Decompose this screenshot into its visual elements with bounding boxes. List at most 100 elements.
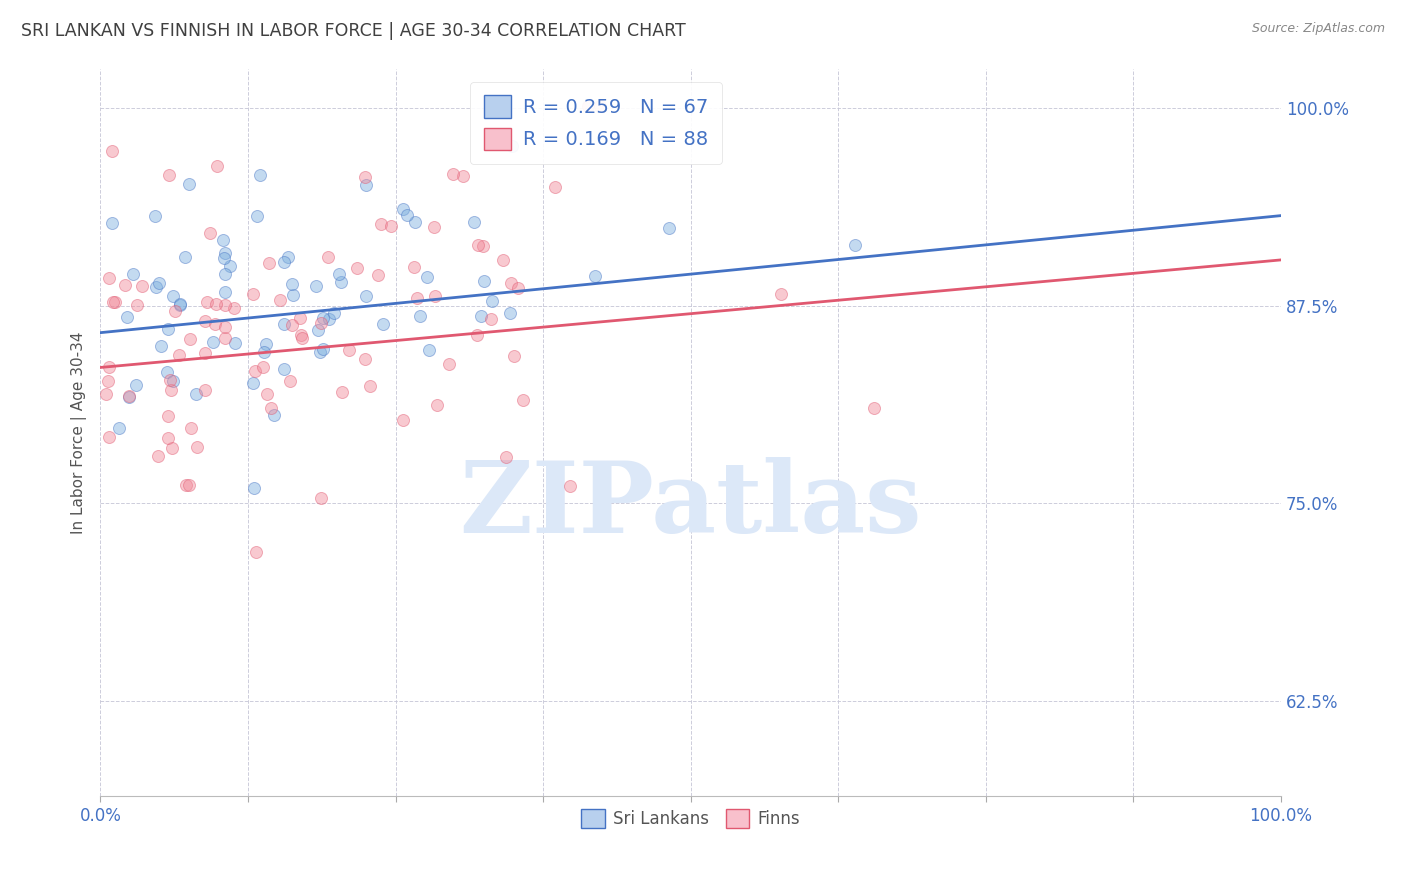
Point — [404, 215, 426, 229]
Point — [257, 256, 280, 270]
Point — [492, 252, 515, 267]
Point — [169, 297, 191, 311]
Point — [174, 478, 197, 492]
Point — [159, 383, 181, 397]
Point — [98, 271, 121, 285]
Point — [212, 251, 235, 265]
Point — [162, 289, 184, 303]
Point — [214, 267, 236, 281]
Point — [463, 215, 485, 229]
Point — [371, 317, 394, 331]
Point — [367, 268, 389, 282]
Point — [443, 167, 465, 181]
Point — [291, 331, 314, 345]
Point — [148, 277, 170, 291]
Point — [254, 337, 277, 351]
Point — [169, 298, 191, 312]
Point — [322, 306, 344, 320]
Point — [202, 334, 225, 349]
Point — [273, 318, 295, 332]
Point — [307, 323, 329, 337]
Text: ZIPatlas: ZIPatlas — [460, 457, 922, 554]
Point — [467, 238, 489, 252]
Point — [114, 277, 136, 292]
Point — [392, 413, 415, 427]
Point — [346, 261, 368, 276]
Point — [290, 328, 312, 343]
Point — [127, 298, 149, 312]
Point — [242, 481, 264, 495]
Point — [100, 216, 122, 230]
Point — [354, 178, 377, 192]
Point — [472, 238, 495, 252]
Point — [157, 409, 180, 423]
Point — [330, 384, 353, 399]
Point — [423, 289, 446, 303]
Point — [305, 279, 328, 293]
Point — [205, 297, 228, 311]
Point — [218, 259, 240, 273]
Point — [256, 387, 278, 401]
Point — [104, 294, 127, 309]
Point — [246, 209, 269, 223]
Point — [277, 251, 299, 265]
Point — [465, 327, 488, 342]
Point — [309, 316, 332, 330]
Point — [214, 331, 236, 345]
Point — [409, 309, 432, 323]
Point — [252, 359, 274, 374]
Point — [131, 278, 153, 293]
Point — [97, 374, 120, 388]
Point — [162, 374, 184, 388]
Text: Source: ZipAtlas.com: Source: ZipAtlas.com — [1251, 22, 1385, 36]
Point — [392, 202, 415, 217]
Point — [506, 280, 529, 294]
Point — [194, 345, 217, 359]
Point — [353, 352, 375, 367]
Point — [312, 310, 335, 325]
Text: SRI LANKAN VS FINNISH IN LABOR FORCE | AGE 30-34 CORRELATION CHART: SRI LANKAN VS FINNISH IN LABOR FORCE | A… — [21, 22, 686, 40]
Point — [380, 219, 402, 233]
Point — [118, 389, 141, 403]
Point — [583, 269, 606, 284]
Point — [224, 335, 246, 350]
Point — [309, 491, 332, 505]
Y-axis label: In Labor Force | Age 30-34: In Labor Force | Age 30-34 — [72, 331, 87, 533]
Point — [214, 246, 236, 260]
Point — [503, 349, 526, 363]
Point — [422, 220, 444, 235]
Point — [159, 373, 181, 387]
Point — [214, 285, 236, 299]
Point — [359, 379, 381, 393]
Point — [157, 431, 180, 445]
Point — [184, 387, 207, 401]
Point — [558, 479, 581, 493]
Point — [157, 169, 180, 183]
Point — [145, 280, 167, 294]
Point — [214, 297, 236, 311]
Point — [118, 390, 141, 404]
Point — [437, 357, 460, 371]
Point — [862, 401, 884, 416]
Point — [245, 545, 267, 559]
Point — [402, 260, 425, 274]
Point — [263, 408, 285, 422]
Point — [328, 267, 350, 281]
Point — [197, 295, 219, 310]
Point — [844, 238, 866, 252]
Point — [406, 291, 429, 305]
Point — [451, 169, 474, 183]
Point — [273, 255, 295, 269]
Point — [658, 220, 681, 235]
Point — [576, 99, 599, 113]
Point — [160, 441, 183, 455]
Point — [481, 293, 503, 308]
Point — [309, 344, 332, 359]
Point — [242, 287, 264, 301]
Point — [330, 276, 353, 290]
Point — [115, 310, 138, 325]
Point — [214, 319, 236, 334]
Point — [249, 168, 271, 182]
Point — [242, 376, 264, 390]
Point — [512, 392, 534, 407]
